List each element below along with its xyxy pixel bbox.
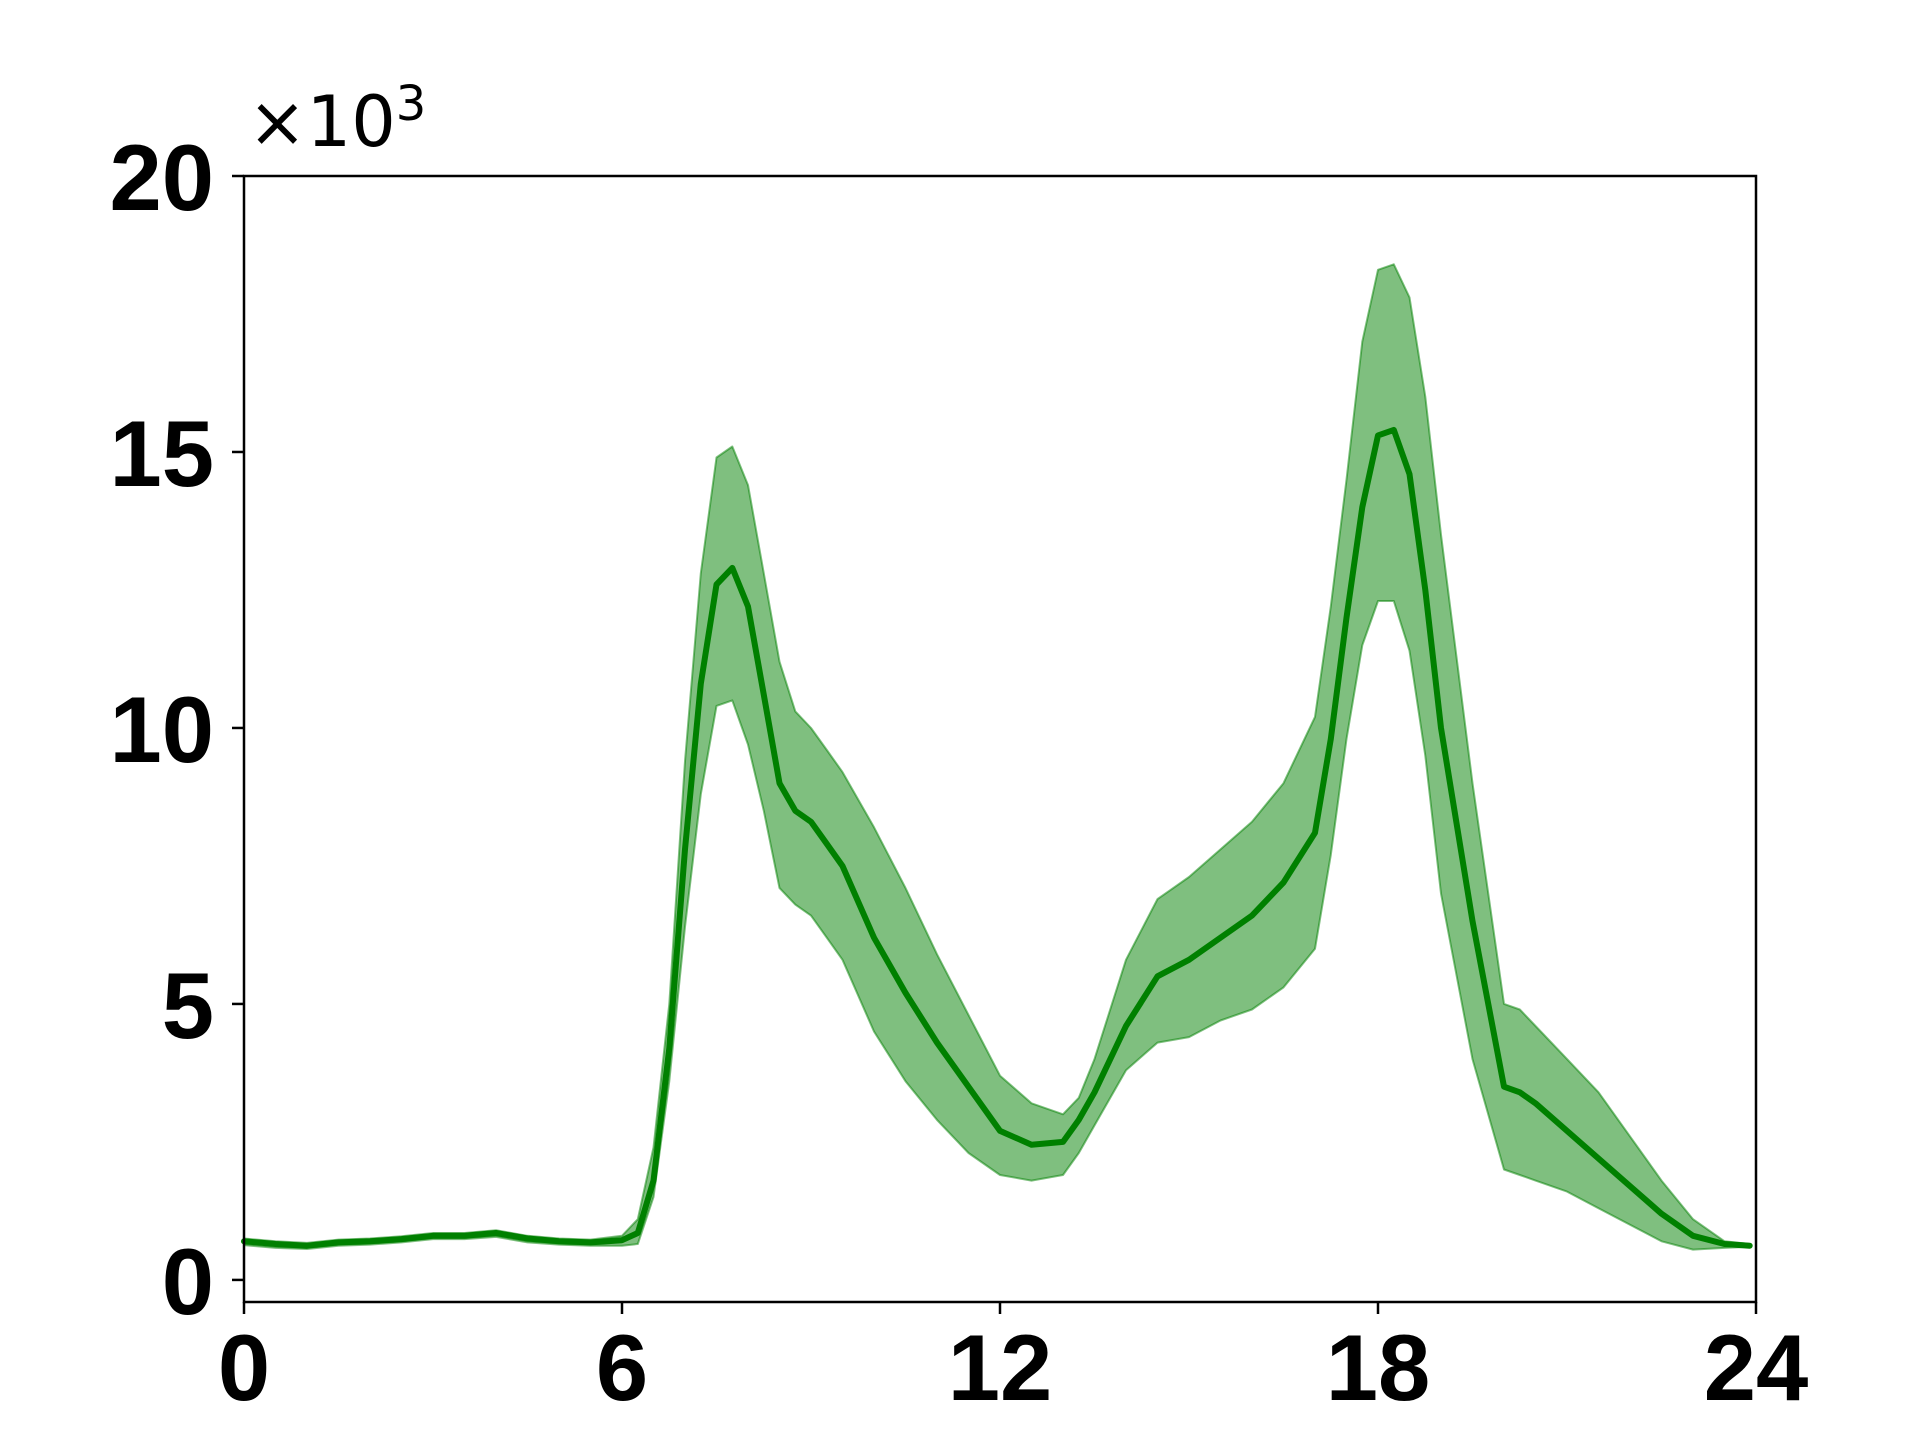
y-axis-multiplier-base: ×10 [248, 81, 396, 163]
y-tick-label: 20 [109, 125, 214, 230]
confidence-band [243, 263, 1751, 1251]
y-tick-label: 10 [109, 677, 214, 782]
y-axis-multiplier-exponent: 3 [396, 76, 427, 132]
y-tick-label: 5 [162, 953, 214, 1058]
plot-area [241, 263, 1753, 1251]
x-tick-label: 0 [218, 1315, 270, 1420]
x-tick-label: 6 [596, 1315, 648, 1420]
x-tick-label: 18 [1326, 1315, 1431, 1420]
x-axis: 0 6 12 18 24 [218, 1302, 1808, 1420]
mean-line [241, 426, 1753, 1249]
y-axis: 0 5 10 15 20 [109, 125, 244, 1334]
y-axis-multiplier: ×103 [248, 76, 426, 163]
y-tick-label: 15 [109, 401, 214, 506]
x-tick-label: 12 [948, 1315, 1053, 1420]
x-tick-label: 24 [1704, 1315, 1809, 1420]
y-tick-label: 0 [162, 1229, 214, 1334]
